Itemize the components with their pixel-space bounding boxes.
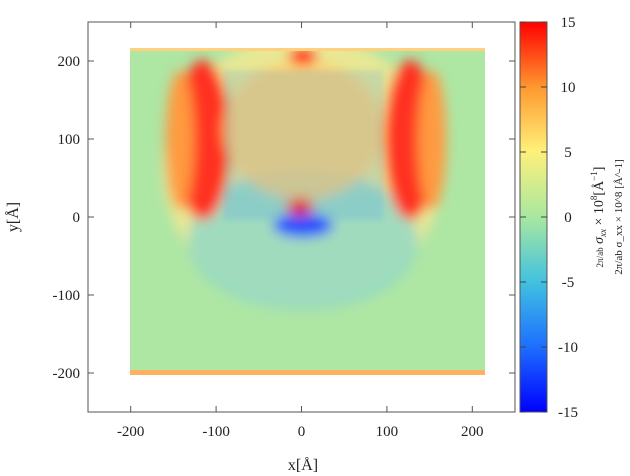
colorbar-label-sigma: σ	[592, 236, 607, 244]
y-axis-label: y[Å]	[4, 202, 22, 232]
colorbar-label: 2π/ab σ_xx × 10^8 [Å^-1]	[613, 159, 625, 274]
colorbar-label-unit-open: [Å	[591, 180, 607, 196]
colorbar-label-exponent: 8	[589, 195, 599, 200]
top-hot-spot	[289, 48, 317, 65]
ripple-pattern	[225, 70, 385, 220]
colorbar-tick-label: 0	[564, 210, 572, 226]
x-tick-label: -200	[117, 424, 145, 440]
colorbar-label-formatted: 2π/ab σxx × 108[Å−1]	[589, 167, 610, 268]
colorbar-tick-label: -5	[562, 275, 575, 291]
y-tick-label: -100	[53, 288, 81, 304]
right-lobe-edge	[418, 70, 446, 210]
colorbar-tick-label: 15	[561, 15, 576, 31]
colorbar-ticks: 15 10 5 0 -5 -10 -15	[520, 15, 578, 421]
colorbar-label-unit-close: ]	[592, 167, 607, 172]
colorbar-tick-label: -10	[558, 340, 578, 356]
colorbar-tick-label: -15	[558, 405, 578, 421]
heatmap-field	[130, 48, 485, 375]
x-axis-label: x[Å]	[288, 456, 318, 474]
left-lobe-edge	[166, 70, 194, 210]
x-tick-label: 100	[376, 424, 399, 440]
x-tick-label: 0	[298, 424, 306, 440]
x-axis-ticks: -200 -100 0 100 200	[117, 22, 484, 440]
colorbar-tick-label: 5	[564, 145, 572, 161]
colorbar-label-times: × 10	[592, 200, 607, 225]
colorbar-label-fraction: 2π/ab	[595, 247, 605, 268]
y-tick-label: 200	[58, 54, 81, 70]
bottom-edge-band	[130, 370, 485, 375]
x-tick-label: 200	[461, 424, 484, 440]
colorbar-tick-label: 10	[561, 80, 576, 96]
colorbar-label-unit-exponent: −1	[589, 171, 599, 181]
y-tick-label: -200	[53, 366, 81, 382]
x-tick-label: -100	[202, 424, 230, 440]
y-axis-ticks: -200 -100 0 100 200	[53, 54, 515, 382]
y-tick-label: 100	[58, 132, 81, 148]
colorbar-label-subscript: xx	[598, 229, 608, 238]
y-tick-label: 0	[73, 210, 81, 226]
top-edge-band	[130, 48, 485, 51]
